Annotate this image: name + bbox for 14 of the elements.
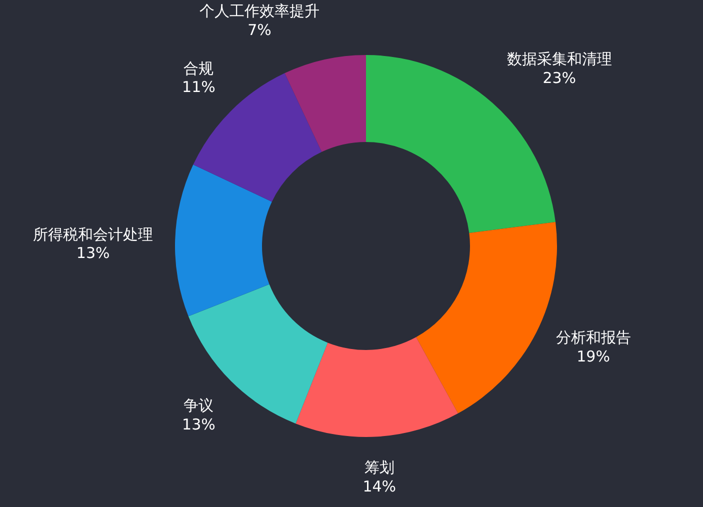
data-label: 13% — [182, 415, 216, 434]
data-label: 13% — [76, 244, 110, 262]
data-label: 11% — [182, 78, 216, 96]
slice-label: 数据采集和清理 — [506, 50, 612, 68]
slice-label: 分析和报告 — [556, 328, 631, 347]
slice-label: 争议 — [184, 396, 214, 415]
data-label: 7% — [248, 20, 272, 39]
slice-label: 个人工作效率提升 — [200, 2, 320, 20]
slice-label: 所得税和会计处理 — [33, 225, 154, 244]
data-label: 19% — [576, 347, 610, 366]
slice-label: 筹划 — [364, 458, 394, 477]
slice-label: 合规 — [184, 59, 214, 78]
data-label: 14% — [362, 477, 396, 496]
data-label: 23% — [542, 68, 576, 87]
